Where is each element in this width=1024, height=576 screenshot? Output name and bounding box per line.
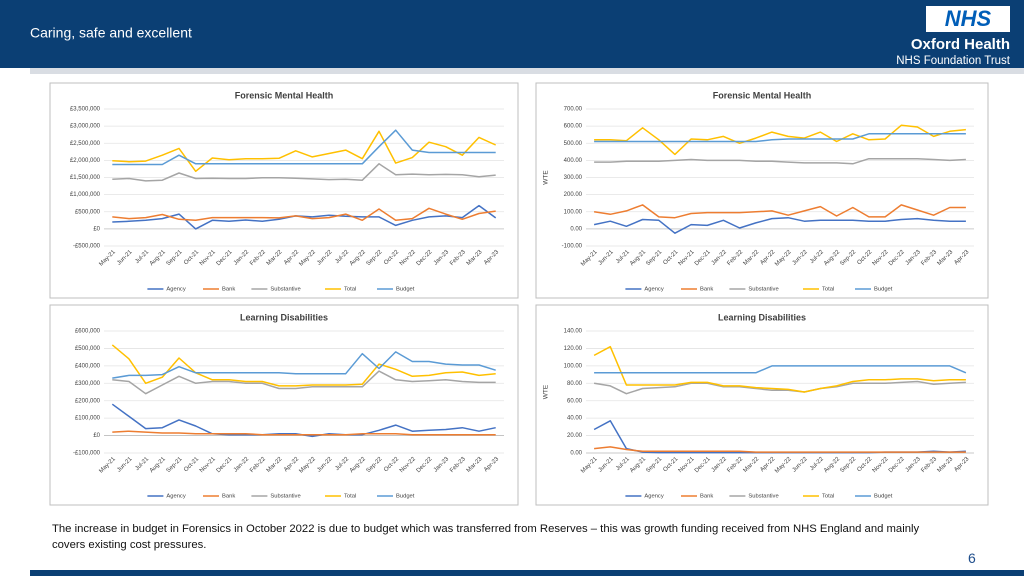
y-tick-label: 140.00: [564, 329, 583, 335]
series-line: [112, 207, 496, 222]
y-tick-label: 600.00: [564, 124, 583, 130]
header-rule: [30, 68, 1024, 74]
legend-label: Agency: [644, 287, 663, 293]
y-tick-label: £1,500,000: [70, 175, 101, 181]
chart-frame: [535, 304, 989, 506]
legend-label: Budget: [874, 494, 893, 500]
legend-label: Substantive: [748, 287, 778, 293]
tagline: Caring, safe and excellent: [30, 25, 192, 41]
chart-title: Forensic Mental Health: [713, 90, 812, 100]
series-line: [112, 163, 496, 182]
logo: NHS: [945, 6, 992, 31]
y-tick-label: 20.00: [567, 433, 583, 439]
y-tick-label: 60.00: [567, 398, 583, 404]
y-tick-label: £400,000: [75, 363, 101, 369]
y-tick-label: 700.00: [564, 107, 583, 113]
chart-title: Learning Disabilities: [240, 312, 328, 322]
y-tick-label: -100.00: [562, 244, 583, 250]
y-tick-label: £500,000: [75, 346, 101, 352]
y-tick-label: 100.00: [564, 209, 583, 215]
legend-label: Budget: [396, 287, 415, 293]
series-line: [594, 157, 966, 165]
chart-frame: [49, 82, 519, 299]
legend-label: Total: [344, 287, 356, 293]
legend-label: Substantive: [270, 287, 300, 293]
trust-name: NHS Foundation Trust: [896, 55, 1011, 67]
series-line: [112, 370, 496, 395]
y-tick-label: 400.00: [564, 158, 583, 164]
legend-label: Budget: [874, 287, 893, 293]
legend-label: Total: [822, 287, 834, 293]
series-line: [594, 446, 966, 453]
y-tick-label: 120.00: [564, 346, 583, 352]
y-tick-label: 500.00: [564, 141, 583, 147]
y-tick-label: 0.00: [570, 226, 582, 232]
y-axis-label: WTE: [543, 384, 550, 399]
legend-label: Bank: [222, 287, 235, 293]
series-line: [112, 204, 497, 230]
chart-title: Forensic Mental Health: [235, 90, 334, 100]
y-tick-label: £1,000,000: [70, 192, 101, 198]
series-line: [112, 130, 497, 173]
y-tick-label: -£100,000: [73, 451, 101, 457]
y-tick-label: £3,000,000: [70, 124, 101, 130]
legend-label: Total: [344, 494, 356, 500]
y-tick-label: £200,000: [75, 398, 101, 404]
chart-frame: [49, 304, 519, 506]
y-tick-label: £2,000,000: [70, 158, 101, 164]
y-axis-label: WTE: [543, 170, 550, 185]
series-line: [594, 133, 966, 143]
series-line: [593, 380, 966, 395]
y-tick-label: 0.00: [570, 451, 582, 457]
legend-label: Bank: [222, 494, 235, 500]
legend-label: Substantive: [748, 494, 778, 500]
y-tick-label: £2,500,000: [70, 141, 101, 147]
logo-box: [926, 6, 1010, 32]
legend-label: Substantive: [270, 494, 300, 500]
y-tick-label: £3,500,000: [70, 107, 101, 113]
page-number: 6: [968, 550, 976, 566]
series-line: [112, 351, 496, 379]
series-line: [111, 344, 496, 387]
legend-label: Total: [822, 494, 834, 500]
legend-label: Budget: [396, 494, 415, 500]
y-tick-label: £100,000: [75, 416, 101, 422]
y-tick-label: -£500,000: [73, 244, 101, 250]
y-tick-label: 80.00: [567, 381, 583, 387]
footer-band: [30, 570, 1024, 576]
y-tick-label: £0: [93, 433, 100, 439]
legend-label: Agency: [644, 494, 663, 500]
y-tick-label: £300,000: [75, 381, 101, 387]
y-tick-label: 300.00: [564, 175, 583, 181]
y-tick-label: 200.00: [564, 192, 583, 198]
series-line: [594, 365, 967, 374]
legend-label: Bank: [700, 287, 713, 293]
chart-frame: [535, 82, 989, 299]
legend-label: Agency: [166, 494, 185, 500]
series-line: [112, 430, 496, 436]
chart-title: Learning Disabilities: [718, 312, 806, 322]
y-tick-label: £0: [93, 226, 100, 232]
series-line: [112, 129, 496, 166]
y-tick-label: 100.00: [564, 363, 583, 369]
legend-label: Agency: [166, 287, 185, 293]
footnote: The increase in budget in Forensics in O…: [52, 523, 920, 551]
series-line: [593, 216, 966, 234]
series-line: [594, 124, 966, 156]
y-tick-label: £500,000: [75, 209, 101, 215]
legend-label: Bank: [700, 494, 713, 500]
series-line: [593, 204, 966, 219]
org-name: Oxford Health: [911, 36, 1010, 53]
header-band: [0, 0, 1024, 68]
y-tick-label: £600,000: [75, 329, 101, 335]
y-tick-label: 40.00: [567, 416, 583, 422]
series-line: [593, 345, 966, 393]
